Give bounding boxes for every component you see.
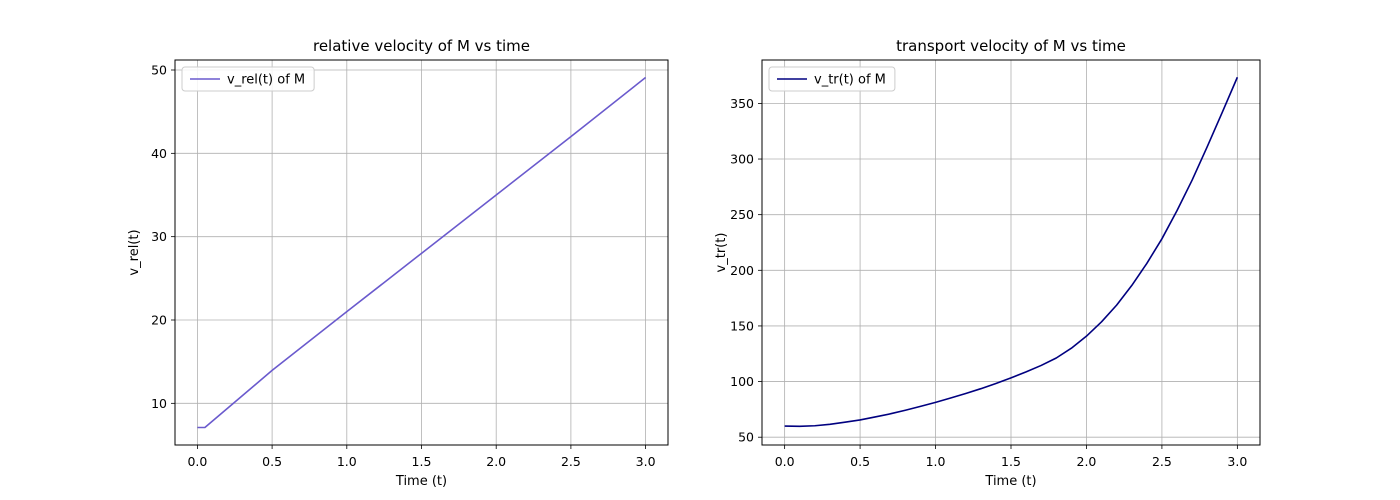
x-tick-label: 0.0 <box>775 454 795 469</box>
y-tick-label: 50 <box>738 430 754 445</box>
x-tick-label: 1.0 <box>337 454 357 469</box>
y-tick-label: 20 <box>151 313 167 328</box>
x-tick-label: 3.0 <box>636 454 656 469</box>
x-tick-label: 2.5 <box>561 454 581 469</box>
x-tick-label: 1.5 <box>412 454 432 469</box>
chart-2-legend-box <box>768 66 896 92</box>
y-tick-label: 10 <box>151 396 167 411</box>
chart-1-legend: v_rel(t) of M <box>181 66 315 92</box>
chart-1-ylabel: v_rel(t) <box>127 229 142 275</box>
x-tick-label: 1.5 <box>1001 454 1021 469</box>
chart-2-xlabel: Time (t) <box>984 474 1036 489</box>
y-tick-label: 350 <box>730 96 754 111</box>
x-tick-label: 2.0 <box>1077 454 1097 469</box>
x-tick-label: 2.0 <box>486 454 506 469</box>
y-tick-label: 100 <box>730 374 754 389</box>
y-tick-label: 250 <box>730 207 754 222</box>
chart-2-series <box>784 76 1239 428</box>
chart-2-legend-label: v_tr(t) of M <box>814 73 886 88</box>
series-line <box>784 76 1239 428</box>
chart-2: 0.0 0.5 1.0 1.5 2.0 2.5 3.0 50 100 150 200 250 300 35… <box>714 37 1261 489</box>
x-tick-label: 0.5 <box>850 454 870 469</box>
x-tick-label: 2.5 <box>1152 454 1172 469</box>
y-tick-label: 50 <box>151 63 167 78</box>
y-tick-label: 150 <box>730 318 754 333</box>
chart-1: 0.0 0.5 1.0 1.5 2.0 2.5 3.0 10 20 30 40 50 relative… <box>127 37 669 489</box>
chart-1-series <box>197 76 647 429</box>
x-tick-label: 3.0 <box>1227 454 1247 469</box>
y-tick-label: 40 <box>151 146 167 161</box>
chart-1-ticks: 0.0 0.5 1.0 1.5 2.0 2.5 3.0 10 20 30 40 50 <box>151 63 655 470</box>
y-tick-label: 300 <box>730 152 754 167</box>
y-tick-label: 30 <box>151 229 167 244</box>
chart-2-ylabel: v_tr(t) <box>714 233 729 273</box>
chart-1-xlabel: Time (t) <box>395 474 447 489</box>
chart-1-legend-box <box>181 66 315 92</box>
y-tick-label: 200 <box>730 263 754 278</box>
x-tick-label: 1.0 <box>926 454 946 469</box>
chart-2-title: transport velocity of M vs time <box>896 37 1126 55</box>
x-tick-label: 0.0 <box>187 454 207 469</box>
chart-2-legend: v_tr(t) of M <box>768 66 896 92</box>
chart-1-legend-label: v_rel(t) of M <box>227 73 305 88</box>
series-line <box>197 76 647 429</box>
chart-2-grid <box>762 60 1260 445</box>
x-tick-label: 0.5 <box>262 454 282 469</box>
chart-1-title: relative velocity of M vs time <box>313 37 530 55</box>
chart-2-ticks: 0.0 0.5 1.0 1.5 2.0 2.5 3.0 50 100 150 200 250 300 35… <box>730 96 1247 469</box>
